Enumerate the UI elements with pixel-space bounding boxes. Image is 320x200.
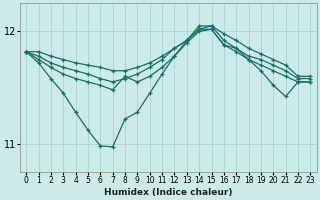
X-axis label: Humidex (Indice chaleur): Humidex (Indice chaleur)	[104, 188, 233, 197]
